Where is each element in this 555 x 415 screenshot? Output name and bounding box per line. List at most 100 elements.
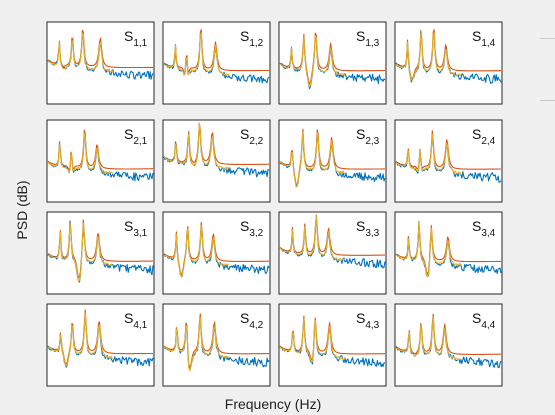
subplot-label-subscript: 2,2 [249, 136, 263, 147]
subplot-label: S4,2 [240, 310, 264, 331]
subplot-label-base: S [240, 310, 249, 326]
estimated-psd-line [47, 132, 114, 175]
estimated-psd-line [279, 317, 346, 363]
subplot-label: S1,4 [472, 28, 496, 49]
subplot-label-base: S [124, 310, 133, 326]
subplot-label: S3,3 [356, 218, 380, 239]
subplot-1-1: S1,1 [46, 21, 155, 105]
subplot-label-base: S [124, 28, 133, 44]
subplot-2-2: S2,2 [162, 119, 271, 203]
subplot-label: S2,1 [124, 126, 148, 147]
subplot-3-3: S3,3 [278, 211, 387, 295]
subplot-label-subscript: 2,4 [481, 136, 495, 147]
subplot-label: S4,1 [124, 310, 148, 331]
subplot-label-base: S [356, 28, 365, 44]
subplot-label: S1,1 [124, 28, 148, 49]
subplot-label-base: S [240, 218, 249, 234]
subplot-label-subscript: 4,2 [249, 320, 263, 331]
subplot-frame [394, 211, 503, 295]
subplot-frame [394, 303, 503, 387]
subplot-label-base: S [356, 310, 365, 326]
subplot-label-subscript: 4,1 [133, 320, 147, 331]
subplot-4-4: S4,4 [394, 303, 503, 387]
subplot-2-1: S2,1 [46, 119, 155, 203]
fitted-psd-line [395, 221, 501, 275]
estimated-psd-line [163, 32, 230, 76]
estimated-psd-line [163, 122, 229, 171]
subplot-label: S2,4 [472, 126, 496, 147]
subplot-1-3: S1,3 [278, 21, 387, 105]
subplot-3-2: S3,2 [162, 211, 271, 295]
estimated-psd-line [163, 224, 230, 278]
subplot-label-base: S [356, 218, 365, 234]
subplot-label-subscript: 3,4 [481, 228, 495, 239]
fitted-psd-line [279, 315, 385, 361]
subplot-label-base: S [124, 218, 133, 234]
subplot-label-base: S [472, 126, 481, 142]
subplot-label-base: S [356, 126, 365, 142]
subplot-label: S4,4 [472, 310, 496, 331]
subplot-4-1: S4,1 [46, 303, 155, 387]
subplot-label-base: S [124, 126, 133, 142]
subplot-label: S3,1 [124, 218, 148, 239]
subplot-label: S1,2 [240, 28, 264, 49]
subplot-label-subscript: 1,4 [481, 38, 495, 49]
subplot-label-subscript: 3,1 [133, 228, 147, 239]
window-edge-line [540, 100, 555, 101]
subplot-label-base: S [472, 28, 481, 44]
subplot-label: S3,4 [472, 218, 496, 239]
subplot-label-subscript: 4,3 [365, 320, 379, 331]
subplot-frame [278, 119, 387, 203]
subplot-1-2: S1,2 [162, 21, 271, 105]
fitted-psd-line [163, 122, 269, 165]
y-axis-label: PSD (dB) [14, 180, 30, 239]
fitted-psd-line [395, 313, 501, 355]
subplot-3-4: S3,4 [394, 211, 503, 295]
estimated-psd-line [47, 312, 114, 367]
estimated-psd-line [279, 35, 346, 88]
window-edge-line [540, 38, 555, 39]
subplot-frame [46, 119, 155, 203]
subplot-label: S2,2 [240, 126, 264, 147]
subplot-label: S3,2 [240, 218, 264, 239]
estimated-psd-line [395, 32, 462, 82]
subplot-label-subscript: 3,3 [365, 228, 379, 239]
subplot-2-3: S2,3 [278, 119, 387, 203]
subplot-frame [46, 303, 155, 387]
subplot-label: S1,3 [356, 28, 380, 49]
subplot-2-4: S2,4 [394, 119, 503, 203]
subplot-label-subscript: 4,4 [481, 320, 495, 331]
fitted-psd-line [279, 214, 385, 256]
subplot-4-2: S4,2 [162, 303, 271, 387]
subplot-label-subscript: 1,1 [133, 38, 147, 49]
estimated-psd-line [395, 316, 462, 361]
subplot-label: S4,3 [356, 310, 380, 331]
subplot-label-subscript: 2,3 [365, 136, 379, 147]
subplot-label-base: S [472, 310, 481, 326]
subplot-label-base: S [240, 28, 249, 44]
x-axis-label: Frequency (Hz) [225, 396, 321, 412]
subplot-frame [278, 211, 387, 295]
subplot-1-4: S1,4 [394, 21, 503, 105]
subplot-4-3: S4,3 [278, 303, 387, 387]
subplot-grid: S1,1 S1,2 S1,3 S1,4S2,1 S2,2 S2,3 S2,4S3,1 S3,2… [46, 21, 503, 387]
estimated-psd-line [395, 222, 462, 278]
subplot-frame [46, 21, 155, 105]
subplot-3-1: S3,1 [46, 211, 155, 295]
estimated-psd-line [279, 131, 346, 188]
subplot-label-base: S [472, 218, 481, 234]
subplot-label-subscript: 3,2 [249, 228, 263, 239]
estimated-psd-line [47, 32, 114, 73]
estimated-psd-line [395, 133, 462, 176]
estimated-psd-line [47, 222, 114, 282]
subplot-label-subscript: 2,1 [133, 136, 147, 147]
fitted-psd-line [47, 129, 153, 171]
subplot-label: S2,3 [356, 126, 380, 147]
subplot-frame [162, 21, 271, 105]
estimated-psd-line [279, 214, 346, 262]
subplot-label-subscript: 1,3 [365, 38, 379, 49]
subplot-label-subscript: 1,2 [249, 38, 263, 49]
fitted-psd-line [47, 29, 154, 69]
fitted-psd-line [163, 221, 269, 276]
